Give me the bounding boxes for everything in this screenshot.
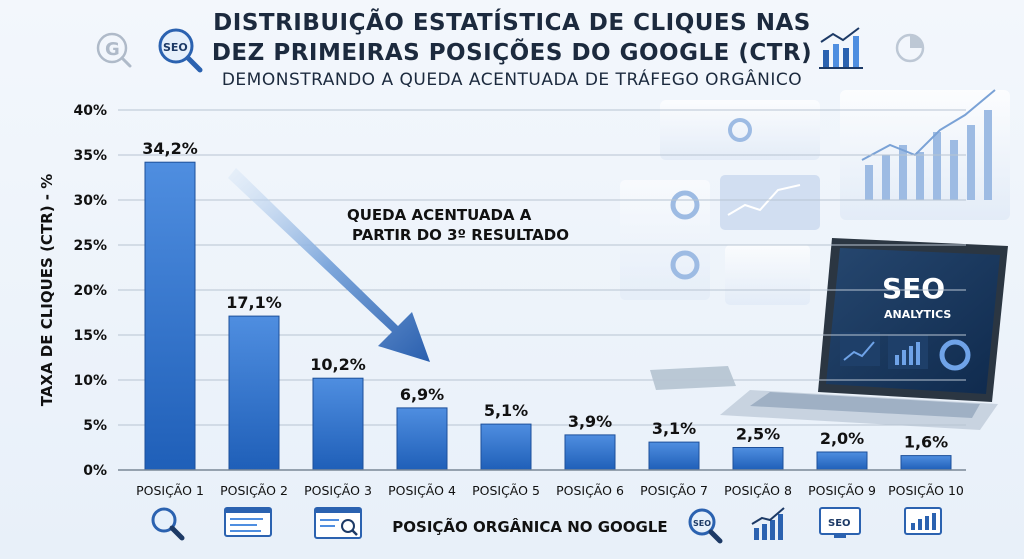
background-analytics-illustration: SEO ANALYTICS [620,89,1010,430]
x-tick-label: POSIÇÃO 8 [724,483,792,498]
x-tick-label: POSIÇÃO 3 [304,483,372,498]
bar [228,315,280,471]
google-icon: G [96,32,132,68]
x-tick-label: POSIÇÃO 6 [556,483,624,498]
bar [312,377,364,471]
x-tick-label: POSIÇÃO 7 [640,483,708,498]
growth-chart-icon [751,507,785,540]
x-tick-label: POSIÇÃO 5 [472,483,540,498]
bottom-icons: SEO SEO [151,507,942,544]
annotation-line-1: QUEDA ACENTUADA A [347,206,532,224]
annotation-line-2: PARTIR DO 3º RESULTADO [352,226,569,244]
seo-magnifier-text: SEO [693,519,711,528]
data-label: 1,6% [904,433,948,452]
data-label: 2,5% [736,425,780,444]
x-tick-label: POSIÇÃO 4 [388,483,456,498]
x-tick-label: POSIÇÃO 2 [220,483,288,498]
x-tick-label: POSIÇÃO 10 [888,483,964,498]
bar [900,455,952,471]
decline-arrow [228,168,430,362]
bar [648,441,700,471]
data-label: 3,9% [568,412,612,431]
top-right-icons [819,27,925,69]
seo-badge-text: SEO [163,41,188,54]
data-label: 34,2% [142,139,198,158]
bar-chart-icon [819,27,863,69]
seo-screen-icon: SEO [819,507,861,538]
header: DISTRIBUIÇÃO ESTATÍSTICA DE CLIQUES NAS … [0,8,1024,90]
y-tick-label: 40% [73,103,107,119]
pie-chart-icon [895,33,925,63]
data-label: 3,1% [652,419,696,438]
y-tick-label: 20% [73,283,107,299]
seo-search-icon: SEO [158,28,203,73]
phone-illustration [650,366,736,390]
chart-subtitle: DEMONSTRANDO A QUEDA ACENTUADA DE TRÁFEG… [221,70,803,90]
x-tick-label: POSIÇÃO 1 [136,483,204,498]
data-label: 10,2% [310,355,366,374]
y-tick-label: 15% [73,328,107,344]
bar [564,434,616,471]
y-tick-label: 35% [73,148,107,164]
bar [816,451,868,471]
chart-title-line-2: DEZ PRIMEIRAS POSIÇÕES DO GOOGLE (CTR) [211,40,813,66]
data-label: 2,0% [820,429,864,448]
y-tick-label: 5% [83,418,107,434]
bar [732,447,784,471]
seo-magnifier-icon: SEO [688,508,723,544]
y-axis-label: TAXA DE CLIQUES (CTR) - % [38,174,56,407]
bar [144,161,196,471]
laptop-seo-text: SEO [882,272,945,305]
top-left-icons: G SEO [96,28,203,73]
x-axis-label: POSIÇÃO ORGÂNICA NO GOOGLE [392,517,667,536]
x-tick-label: POSIÇÃO 9 [808,483,876,498]
chart-title-line-1: DISTRIBUIÇÃO ESTATÍSTICA DE CLIQUES NAS [213,10,811,36]
bar [396,407,448,471]
search-results-icon [224,507,272,537]
magnifier-icon [151,507,185,541]
seo-screen-text: SEO [828,518,851,529]
laptop-analytics-text: ANALYTICS [884,308,951,321]
svg-text:G: G [105,39,120,60]
y-tick-label: 0% [83,463,107,479]
y-tick-label: 10% [73,373,107,389]
data-label: 5,1% [484,401,528,420]
y-tick-label: 30% [73,193,107,209]
laptop-illustration: SEO ANALYTICS [720,238,1008,430]
data-label: 6,9% [400,385,444,404]
bg-panel [660,100,820,160]
analytics-screen-icon [904,507,942,535]
y-tick-label: 25% [73,238,107,254]
data-label: 17,1% [226,293,282,312]
search-page-icon [314,507,362,539]
bar [480,423,532,471]
bg-panel [720,175,820,230]
bg-panel [620,180,710,300]
